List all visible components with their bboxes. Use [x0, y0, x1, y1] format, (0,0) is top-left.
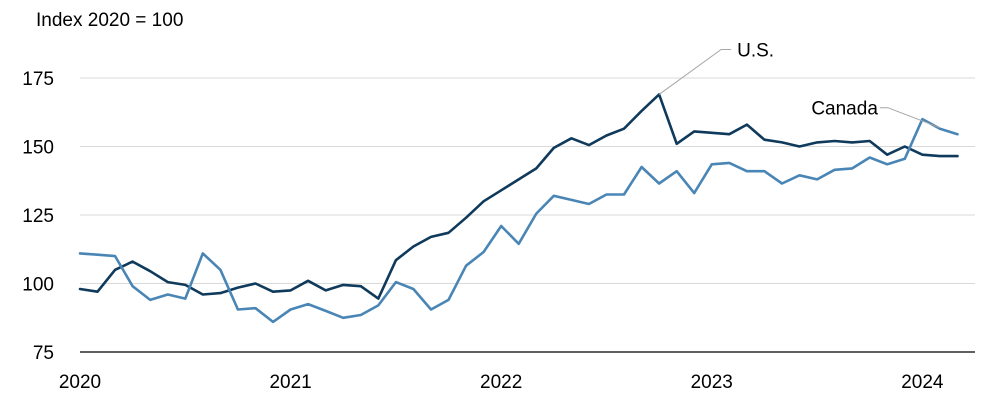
x-tick-label: 2020 [59, 372, 101, 393]
series-line-0 [78, 93, 959, 300]
y-tick-label: 150 [22, 138, 54, 159]
gridlines [80, 77, 975, 284]
x-tick-label: 2021 [269, 372, 311, 393]
x-tick-label: 2022 [480, 372, 522, 393]
y-tick-label: 75 [33, 343, 54, 364]
x-axis-tick-labels: 2020 2021 2022 2023 2024 [59, 372, 944, 393]
canada-series-label: Canada [811, 99, 878, 120]
y-axis-title: Index 2020 = 100 [36, 10, 183, 31]
y-tick-label: 175 [22, 69, 54, 90]
canada-label-leader [879, 107, 941, 129]
us-label-leader [658, 48, 732, 95]
series-lines [78, 93, 959, 324]
series-line-1 [78, 117, 959, 324]
series-labels: U.S. Canada [658, 40, 941, 129]
x-tick-label: 2024 [901, 372, 944, 393]
y-tick-label: 100 [22, 275, 54, 296]
us-series-label: U.S. [737, 40, 774, 61]
y-tick-label: 125 [22, 206, 54, 227]
x-tick-label: 2023 [691, 372, 733, 393]
y-axis-tick-labels: 75 100 125 150 175 [22, 69, 54, 364]
